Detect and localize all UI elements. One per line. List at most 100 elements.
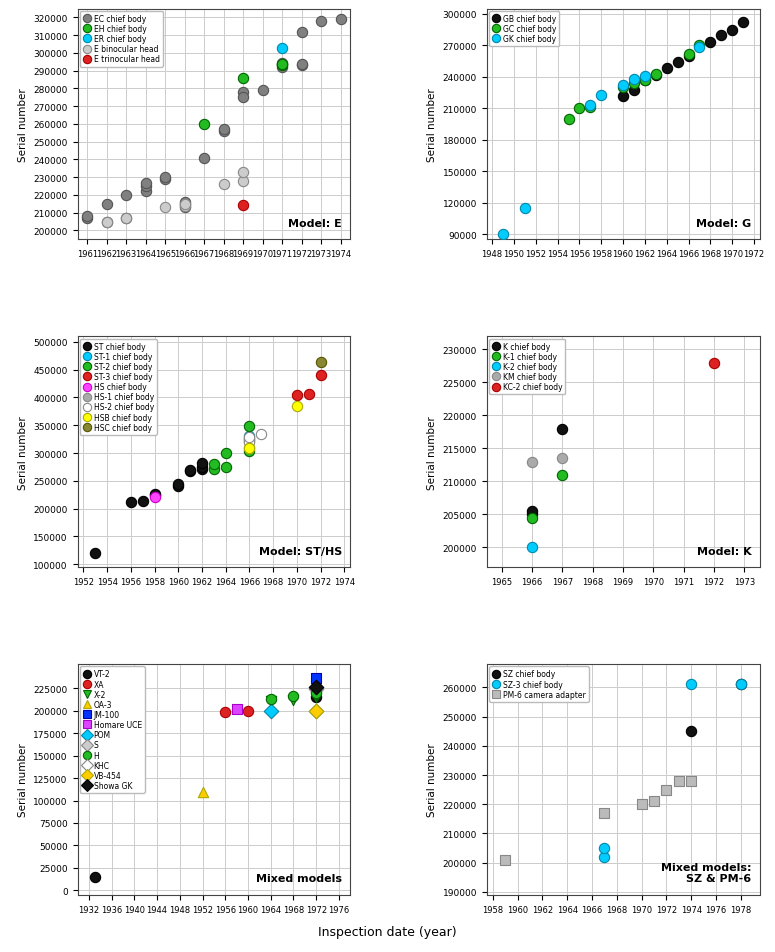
Point	[136, 494, 149, 509]
Point	[264, 693, 277, 708]
Point	[178, 197, 191, 212]
Point	[242, 704, 254, 719]
Point	[310, 687, 322, 703]
Y-axis label: Serial number: Serial number	[427, 88, 437, 162]
Point	[310, 680, 322, 695]
Point	[735, 677, 747, 692]
Point	[295, 25, 308, 40]
Y-axis label: Serial number: Serial number	[427, 415, 437, 489]
Point	[617, 78, 629, 93]
Point	[120, 188, 133, 204]
Point	[682, 47, 694, 62]
Point	[685, 773, 698, 788]
Point	[88, 869, 101, 884]
Legend: GB chief body, GC chief body, GK chief body: GB chief body, GC chief body, GK chief b…	[489, 11, 560, 48]
Point	[288, 693, 300, 708]
Point	[184, 465, 196, 480]
Point	[243, 434, 256, 449]
Point	[660, 783, 673, 798]
Point	[178, 199, 191, 214]
Point	[574, 102, 586, 117]
Point	[685, 724, 698, 739]
Point	[295, 58, 308, 73]
Point	[237, 71, 250, 87]
Point	[715, 29, 728, 44]
Point	[310, 685, 322, 701]
Point	[81, 209, 94, 225]
Point	[628, 72, 640, 88]
Point	[685, 677, 698, 692]
Point	[310, 671, 322, 686]
Point	[302, 387, 315, 402]
Point	[237, 198, 250, 213]
Point	[334, 12, 346, 28]
Point	[264, 704, 277, 719]
Y-axis label: Serial number: Serial number	[427, 743, 437, 817]
Point	[159, 201, 171, 216]
Legend: ST chief body, ST-1 chief body, ST-2 chief body, ST-3 chief body, HS chief body,: ST chief body, ST-1 chief body, ST-2 chi…	[80, 339, 157, 435]
Point	[237, 90, 250, 106]
Point	[556, 451, 569, 466]
Point	[219, 446, 232, 461]
Point	[310, 680, 322, 695]
Legend: VT-2, XA, X-2, OA-3, JM-100, Homare UCE, POM, S, H, KHC, VB-454, Showa GK: VT-2, XA, X-2, OA-3, JM-100, Homare UCE,…	[80, 666, 145, 793]
Point	[196, 460, 208, 475]
Point	[649, 67, 662, 82]
Point	[243, 419, 256, 434]
Point	[682, 50, 694, 65]
Point	[735, 677, 747, 692]
Point	[243, 435, 256, 450]
Point	[315, 368, 327, 384]
Point	[276, 41, 288, 56]
Point	[628, 84, 640, 99]
Point	[257, 84, 269, 99]
Point	[140, 179, 152, 194]
Point	[628, 76, 640, 91]
Point	[255, 427, 267, 443]
Point	[243, 429, 256, 445]
Point	[291, 387, 303, 403]
Point	[598, 805, 611, 821]
Point	[208, 457, 220, 472]
Point	[291, 399, 303, 414]
Point	[148, 486, 160, 502]
Point	[310, 704, 322, 719]
Point	[617, 89, 629, 104]
Point	[636, 797, 648, 812]
Legend: EC chief body, EH chief body, ER chief body, E binocular head, E trinocular head: EC chief body, EH chief body, ER chief b…	[80, 11, 163, 68]
Point	[184, 463, 196, 478]
Point	[639, 73, 651, 89]
Legend: SZ chief body, SZ-3 chief body, PM-6 camera adapter: SZ chief body, SZ-3 chief body, PM-6 cam…	[489, 666, 588, 702]
Point	[526, 504, 539, 519]
Point	[704, 35, 717, 50]
Point	[172, 477, 184, 492]
Text: Model: K: Model: K	[697, 545, 751, 556]
Point	[708, 356, 720, 371]
Point	[101, 197, 113, 212]
Point	[178, 197, 191, 212]
Point	[219, 704, 232, 720]
Point	[694, 41, 706, 56]
Point	[208, 462, 220, 477]
Point	[518, 201, 531, 216]
Point	[237, 165, 250, 180]
Point	[243, 432, 256, 447]
Point	[218, 123, 230, 138]
Point	[671, 55, 684, 70]
Point	[140, 176, 152, 191]
Y-axis label: Serial number: Serial number	[18, 743, 28, 817]
Point	[649, 68, 662, 83]
Point	[639, 69, 651, 84]
Point	[101, 215, 113, 230]
Point	[726, 23, 739, 38]
Point	[276, 57, 288, 72]
Point	[315, 355, 327, 370]
Point	[660, 62, 673, 77]
Point	[178, 195, 191, 210]
Point	[310, 690, 322, 705]
Text: Model: E: Model: E	[288, 219, 342, 228]
Point	[89, 546, 102, 562]
Legend: K chief body, K-1 chief body, K-2 chief body, KM chief body, KC-2 chief body: K chief body, K-1 chief body, K-2 chief …	[489, 339, 566, 395]
Text: Inspection date (year): Inspection date (year)	[319, 924, 456, 938]
Point	[295, 59, 308, 74]
